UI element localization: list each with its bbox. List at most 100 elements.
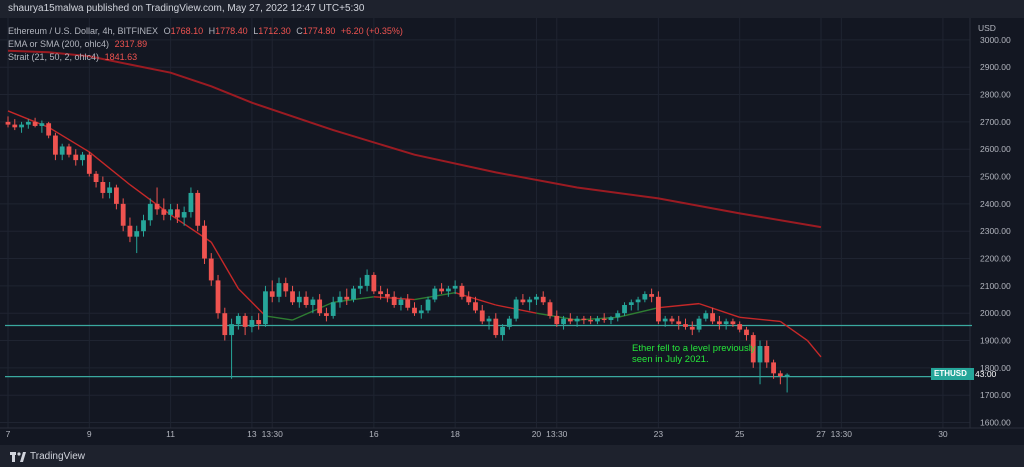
candle-body[interactable] bbox=[107, 187, 113, 193]
candle-body[interactable] bbox=[229, 324, 234, 336]
candle-body[interactable] bbox=[439, 288, 444, 292]
candle-body[interactable] bbox=[73, 154, 79, 161]
candle-body[interactable] bbox=[39, 123, 45, 126]
candle-body[interactable] bbox=[784, 374, 790, 377]
candle-body[interactable] bbox=[46, 123, 52, 136]
candle-body[interactable] bbox=[635, 299, 641, 303]
candle-body[interactable] bbox=[80, 154, 85, 161]
candle-body[interactable] bbox=[561, 318, 566, 325]
candle-body[interactable] bbox=[574, 318, 580, 322]
candle-body[interactable] bbox=[357, 285, 363, 289]
tradingview-brand[interactable]: TradingView bbox=[10, 451, 85, 462]
candle-body[interactable] bbox=[676, 321, 682, 325]
strait-line-segment[interactable] bbox=[739, 316, 781, 323]
candle-body[interactable] bbox=[418, 310, 424, 314]
strait-line-segment[interactable] bbox=[698, 302, 740, 318]
candle-body[interactable] bbox=[486, 318, 492, 322]
candle-body[interactable] bbox=[147, 203, 153, 221]
candle-body[interactable] bbox=[459, 285, 465, 297]
candle-body[interactable] bbox=[249, 320, 255, 327]
candle-body[interactable] bbox=[114, 187, 119, 204]
candle-body[interactable] bbox=[696, 318, 702, 330]
candle-body[interactable] bbox=[703, 313, 709, 319]
candle-body[interactable] bbox=[310, 299, 316, 305]
candle-body[interactable] bbox=[764, 346, 770, 363]
candle-body[interactable] bbox=[25, 121, 31, 125]
candle-body[interactable] bbox=[513, 299, 519, 319]
candle-body[interactable] bbox=[174, 209, 180, 218]
candle-body[interactable] bbox=[527, 299, 533, 303]
candle-body[interactable] bbox=[737, 324, 743, 330]
candle-body[interactable] bbox=[161, 209, 167, 215]
candle-body[interactable] bbox=[710, 313, 715, 322]
candle-body[interactable] bbox=[642, 294, 648, 300]
candle-body[interactable] bbox=[493, 318, 499, 336]
candle-body[interactable] bbox=[540, 296, 546, 303]
candle-body[interactable] bbox=[141, 220, 146, 232]
candle-body[interactable] bbox=[520, 299, 526, 303]
candle-body[interactable] bbox=[500, 326, 505, 336]
candle-body[interactable] bbox=[215, 280, 221, 314]
candle-body[interactable] bbox=[385, 294, 390, 297]
candle-body[interactable] bbox=[398, 299, 404, 305]
candle-body[interactable] bbox=[656, 296, 661, 322]
candle-body[interactable] bbox=[303, 296, 309, 305]
candle-body[interactable] bbox=[330, 302, 336, 316]
strait-line-segment[interactable] bbox=[88, 151, 131, 186]
candle-body[interactable] bbox=[283, 283, 289, 292]
candle-body[interactable] bbox=[100, 182, 106, 193]
price-chart[interactable]: 1600.00 1700.00 1800.00 1900.00 2000.00 2100.… bbox=[0, 18, 1024, 445]
candle-body[interactable] bbox=[595, 318, 600, 322]
candle-body[interactable] bbox=[242, 315, 248, 327]
candle-body[interactable] bbox=[554, 315, 560, 325]
candle-body[interactable] bbox=[195, 192, 201, 226]
candle-body[interactable] bbox=[581, 318, 587, 321]
candle-body[interactable] bbox=[466, 296, 472, 303]
candle-body[interactable] bbox=[669, 318, 675, 322]
candle-body[interactable] bbox=[364, 274, 370, 286]
candle-body[interactable] bbox=[716, 321, 722, 325]
candle-body[interactable] bbox=[235, 315, 241, 325]
ma200-line[interactable] bbox=[7, 49, 822, 229]
candle-body[interactable] bbox=[628, 302, 634, 305]
candle-body[interactable] bbox=[391, 296, 397, 305]
legend-ma-row[interactable]: EMA or SMA (200, ohlc4) 2317.89 bbox=[8, 38, 403, 51]
candle-body[interactable] bbox=[723, 321, 729, 325]
strait-line-segment[interactable] bbox=[265, 315, 293, 321]
candle-body[interactable] bbox=[276, 283, 282, 297]
candle-body[interactable] bbox=[5, 121, 11, 125]
candle-body[interactable] bbox=[534, 296, 539, 300]
candle-body[interactable] bbox=[547, 302, 553, 316]
candle-body[interactable] bbox=[19, 124, 24, 128]
candle-body[interactable] bbox=[662, 318, 668, 322]
candle-body[interactable] bbox=[506, 318, 512, 327]
candle-body[interactable] bbox=[567, 318, 573, 322]
candle-body[interactable] bbox=[622, 305, 627, 314]
candle-body[interactable] bbox=[134, 231, 140, 237]
candle-body[interactable] bbox=[337, 296, 343, 303]
candle-body[interactable] bbox=[269, 291, 275, 297]
candle-body[interactable] bbox=[208, 258, 214, 281]
legend-strait-row[interactable]: Strait (21, 50, 2, ohlc4) 1841.63 bbox=[8, 51, 403, 64]
strait-line-segment[interactable] bbox=[779, 320, 808, 342]
candle-body[interactable] bbox=[425, 299, 431, 311]
candle-body[interactable] bbox=[473, 302, 478, 311]
strait-line-segment[interactable] bbox=[210, 241, 239, 289]
candle-body[interactable] bbox=[608, 317, 614, 321]
candle-body[interactable] bbox=[296, 296, 302, 303]
candle-body[interactable] bbox=[371, 274, 377, 292]
candle-body[interactable] bbox=[222, 313, 228, 336]
candle-body[interactable] bbox=[256, 320, 262, 325]
candle-body[interactable] bbox=[412, 307, 417, 314]
candle-body[interactable] bbox=[445, 288, 451, 292]
candle-body[interactable] bbox=[683, 324, 688, 327]
candle-body[interactable] bbox=[649, 294, 655, 297]
candle-body[interactable] bbox=[777, 373, 783, 377]
strait-line-segment[interactable] bbox=[237, 288, 266, 317]
candle-body[interactable] bbox=[324, 313, 329, 316]
candle-body[interactable] bbox=[378, 291, 384, 295]
candle-body[interactable] bbox=[290, 291, 295, 303]
strait-line-segment[interactable] bbox=[658, 302, 700, 309]
candle-body[interactable] bbox=[317, 299, 323, 314]
strait-line-segment[interactable] bbox=[806, 340, 822, 358]
